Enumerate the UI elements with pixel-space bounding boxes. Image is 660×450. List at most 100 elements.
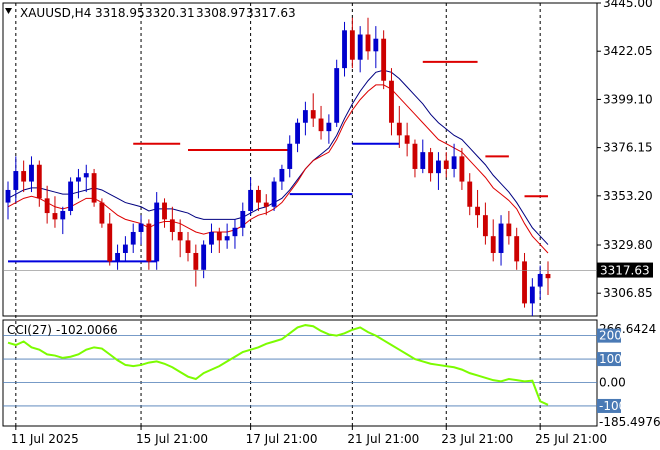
candle-bull	[115, 252, 120, 262]
candle-bull	[209, 231, 214, 245]
candle-bear	[349, 30, 355, 60]
candle-bear	[482, 215, 488, 237]
price-tick-label: 3353.20	[603, 189, 653, 203]
price-tick-label: 3422.05	[603, 44, 653, 58]
candle-bull	[342, 30, 347, 69]
candle-bull	[279, 168, 285, 182]
candle-bull	[373, 38, 379, 52]
ohlc-close: 3317.63	[246, 6, 296, 20]
ma-slow-line	[7, 69, 549, 245]
candle-bear	[404, 135, 410, 144]
candle-bear	[52, 213, 58, 220]
symbol-label: XAUUSD,H4	[20, 6, 91, 20]
price-tick-label: 3329.80	[603, 238, 653, 252]
candle-bull	[201, 244, 207, 270]
candle-bear	[169, 219, 175, 232]
price-tick-label: 3399.10	[603, 92, 653, 106]
cci-line	[7, 324, 549, 406]
current-price-badge: 3317.63	[597, 262, 653, 278]
candle-bear	[490, 236, 496, 253]
indicator-value: -102.0066	[56, 323, 118, 337]
cci-scale-min: -185.4976	[599, 415, 660, 429]
candle-bear	[36, 164, 42, 199]
candle-bull	[5, 189, 11, 203]
candle-bull	[83, 173, 89, 178]
candle-bull	[537, 273, 543, 287]
candle-bear	[146, 223, 152, 262]
candle-bull	[498, 223, 504, 253]
candle-bull	[451, 156, 457, 169]
candle-bear	[216, 231, 222, 241]
price-tick-label: 3306.85	[603, 286, 653, 300]
ohlc-high: 3320.31	[145, 6, 195, 20]
candle-bear	[310, 110, 316, 119]
candle-bull	[287, 143, 293, 169]
candle-bear	[256, 189, 261, 203]
price-axis[interactable]: 3445.00 3422.05 3399.10 3376.15 3353.20 3329.…	[597, 0, 653, 300]
collapse-triangle-icon[interactable]	[5, 8, 12, 14]
candle-bear	[389, 80, 394, 123]
time-tick-label: 21 Jul 21:00	[347, 432, 419, 446]
cci-level-label: -100	[599, 399, 626, 413]
candle-bear	[91, 173, 97, 203]
candle-bull	[122, 244, 128, 253]
candle-bull	[334, 68, 340, 123]
ohlc-low: 3308.97	[196, 6, 246, 20]
candle-bull	[295, 122, 300, 144]
candle-bear	[443, 160, 449, 169]
candle-bull	[130, 231, 136, 245]
candle-bear	[459, 156, 465, 182]
candle-bear	[381, 38, 387, 81]
candle-bear	[428, 152, 434, 174]
candle-bear	[467, 181, 473, 207]
cci-level-label: 200	[599, 329, 622, 343]
candle-bear	[177, 231, 183, 241]
candle-bear	[21, 171, 27, 182]
candle-bear	[44, 198, 50, 214]
cci-series	[7, 324, 549, 406]
candle-bull	[302, 110, 308, 123]
candle-bull	[13, 171, 19, 190]
time-tick-label: 11 Jul 2025	[11, 432, 79, 446]
indicator-name: CCI(27)	[7, 323, 52, 337]
candle-bull	[240, 210, 246, 228]
price-tick-label: 3445.00	[603, 0, 653, 10]
candlesticks	[5, 17, 551, 316]
current-price-text: 3317.63	[600, 264, 650, 278]
ohlc-open: 3318.95	[95, 6, 145, 20]
time-tick-label: 25 Jul 21:00	[535, 432, 607, 446]
candle-bear	[365, 34, 371, 52]
candle-bull	[138, 223, 144, 232]
candle-bull	[60, 210, 66, 220]
cci-level-badge	[597, 398, 621, 413]
candle-bull	[529, 286, 535, 304]
candle-bear	[193, 252, 199, 270]
candle-bear	[475, 206, 480, 216]
candle-bull	[248, 189, 254, 211]
candle-bear	[318, 118, 324, 132]
cci-level-badge	[597, 328, 621, 343]
cci-level-badge	[597, 352, 621, 367]
candle-bull	[271, 181, 277, 207]
time-axis[interactable]: 11 Jul 2025 15 Jul 21:00 17 Jul 21:00 21 Ju…	[11, 426, 607, 446]
candle-bull	[29, 164, 34, 182]
price-pane-frame	[2, 2, 598, 317]
candle-bull	[232, 227, 238, 237]
candle-bear	[522, 261, 527, 304]
candle-bear	[506, 223, 512, 237]
time-tick-label: 23 Jul 21:00	[441, 432, 513, 446]
cci-level-label: 100	[599, 352, 622, 366]
candle-bear	[545, 273, 551, 279]
moving-averages	[7, 69, 549, 254]
candle-bull	[224, 236, 230, 241]
time-tick-label: 15 Jul 21:00	[136, 432, 208, 446]
price-tick-label: 3376.15	[603, 141, 653, 155]
candle-bull	[68, 181, 74, 211]
candle-bear	[99, 202, 105, 224]
candle-bull	[436, 160, 441, 174]
candle-bull	[357, 34, 363, 60]
candle-bear	[107, 223, 113, 262]
candle-bear	[412, 143, 418, 169]
candle-bear	[185, 240, 191, 253]
